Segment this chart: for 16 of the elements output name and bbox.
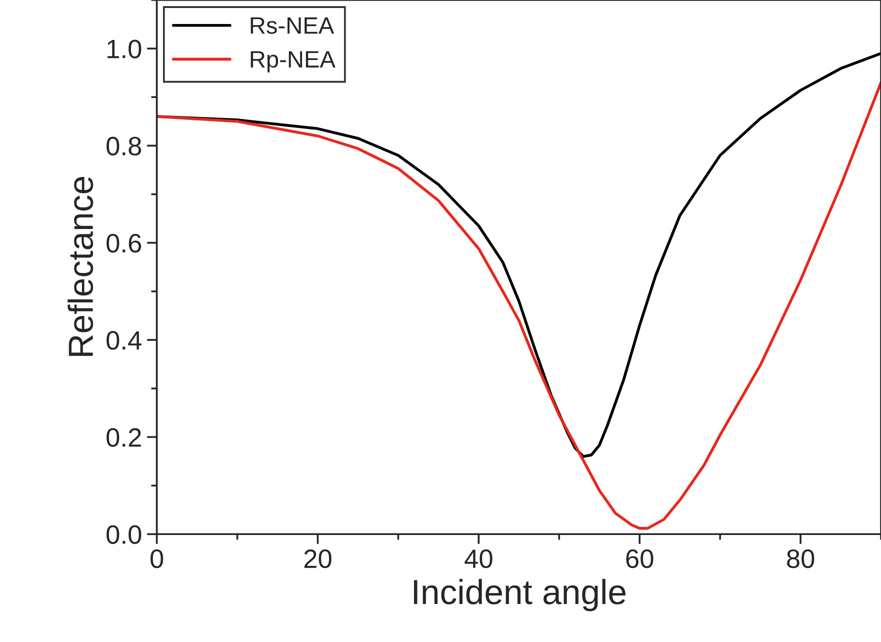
x-tick-label: 60	[626, 549, 654, 568]
x-axis-title: Incident angle	[414, 578, 626, 612]
x-tick-label: 80	[787, 549, 814, 568]
y-tick-label: 0.4	[106, 331, 142, 350]
legend-label: Rp-NEA	[250, 51, 336, 72]
x-tick-label: 20	[304, 549, 332, 568]
x-tick-label: 0	[150, 549, 164, 568]
y-tick-label: 0.6	[106, 234, 142, 253]
y-tick-label: 1.0	[108, 40, 142, 58]
y-tick-label: 0.2	[106, 428, 141, 447]
legend-label: Rs-NEA	[250, 17, 334, 34]
y-tick-label: 0.0	[106, 525, 142, 544]
y-axis-title: Reflectance	[68, 176, 94, 356]
x-tick-label: 40	[464, 549, 492, 568]
line-series	[156, 81, 881, 530]
y-tick-label: 0.8	[106, 136, 142, 156]
